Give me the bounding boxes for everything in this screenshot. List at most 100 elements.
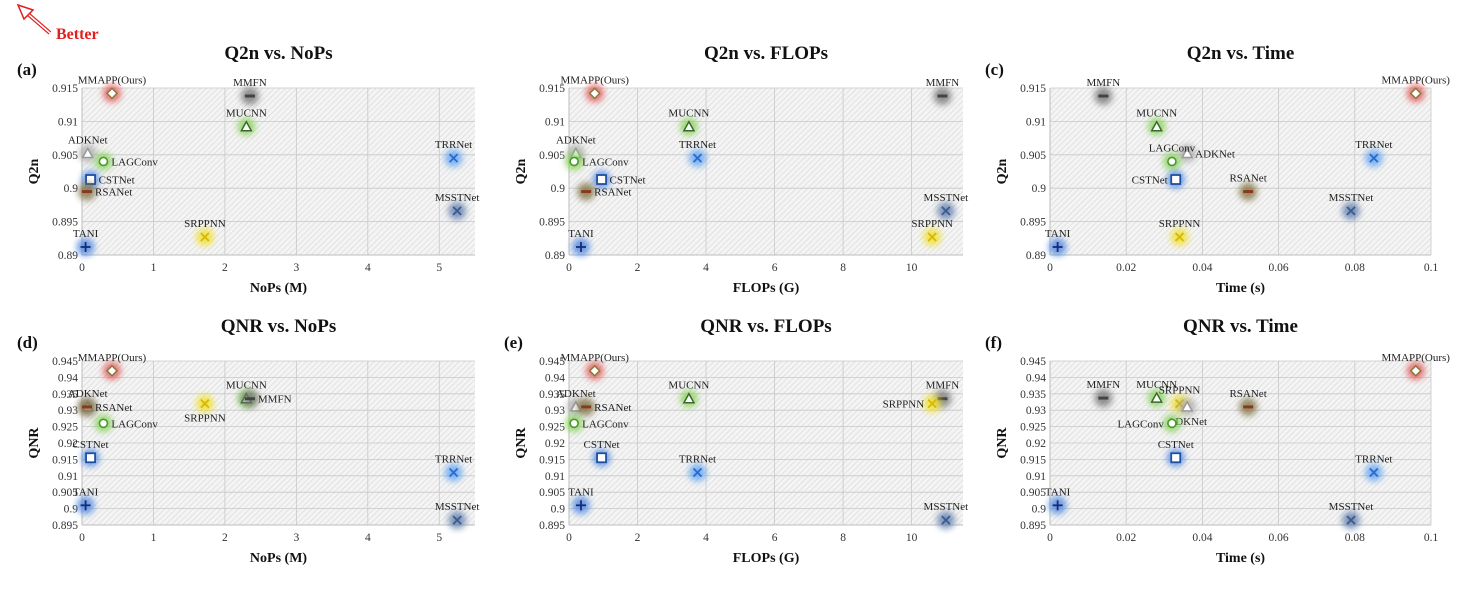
y-tick-label: 0.94 [1026, 372, 1046, 384]
data-point: TRRNet [435, 139, 472, 168]
y-tick-label: 0.945 [1020, 356, 1046, 368]
point-label: LAGConv [1149, 142, 1196, 154]
point-label: MMFN [926, 380, 960, 392]
y-tick-label: 0.905 [1020, 487, 1046, 499]
point-label: RSANet [1229, 173, 1266, 185]
x-tick-label: 0.06 [1269, 532, 1289, 544]
y-tick-label: 0.895 [1020, 520, 1046, 532]
point-label: MSSTNet [924, 501, 969, 513]
y-tick-label: 0.905 [539, 150, 565, 162]
y-tick-label: 0.925 [1020, 422, 1046, 434]
x-tick-label: 10 [906, 532, 918, 544]
x-tick-label: 0.02 [1116, 532, 1136, 544]
point-label: SRPPNN [184, 413, 226, 425]
data-point: MMFN [926, 77, 959, 106]
chart-title: Q2n vs. Time [1187, 43, 1295, 64]
y-tick-label: 0.915 [1020, 83, 1046, 95]
data-point: MMAPP(Ours) [1382, 352, 1450, 380]
y-tick-label: 0.92 [545, 438, 565, 450]
chart-title: Q2n vs. NoPs [224, 43, 332, 64]
x-tick-label: 8 [840, 532, 846, 544]
point-label: LAGConv [582, 418, 629, 430]
data-point: LAGConv [94, 414, 158, 433]
data-point: LAGConv [565, 414, 629, 433]
x-tick-label: 0 [1047, 262, 1053, 274]
x-tick-label: 0.04 [1192, 262, 1212, 274]
point-label: MSSTNet [1329, 501, 1374, 513]
data-point: MMAPP(Ours) [1382, 74, 1451, 103]
y-tick-label: 0.895 [539, 217, 565, 229]
y-tick-label: 0.91 [58, 116, 78, 128]
x-axis-label: Time (s) [1216, 551, 1265, 566]
y-tick-label: 0.905 [52, 150, 78, 162]
data-point: MSSTNet [435, 192, 479, 220]
x-tick-label: 2 [222, 262, 228, 274]
point-label: TANI [1045, 228, 1071, 240]
y-tick-label: 0.915 [539, 454, 565, 466]
point-label: MMAPP(Ours) [1382, 74, 1451, 86]
data-point: TRRNet [679, 139, 716, 168]
point-label: TANI [568, 228, 594, 240]
data-point: RSANet [577, 397, 631, 416]
point-label: TRRNet [679, 139, 716, 151]
x-axis-label: NoPs (M) [250, 551, 307, 566]
y-tick-label: 0.9 [64, 504, 79, 516]
plot-area [1050, 88, 1431, 255]
y-tick-label: 0.935 [52, 389, 78, 401]
x-tick-label: 4 [703, 532, 709, 544]
y-tick-label: 0.89 [58, 250, 78, 262]
chart-panel: 0.89 0.895 0.9 0.905 0.91 0.915 0 0.02 0.04 0.06 0… [985, 43, 1450, 296]
chart-panel: 0.89 0.895 0.9 0.905 0.91 0.915 0 2 4 6 8 10 Q2n vs.… [514, 43, 968, 296]
chart-title: QNR vs. FLOPs [700, 316, 831, 337]
point-label: MUCNN [1136, 108, 1177, 120]
data-point: TANI [1045, 228, 1071, 256]
x-tick-label: 0 [79, 262, 85, 274]
point-label: LAGConv [1117, 418, 1164, 430]
chart-title: QNR vs. NoPs [221, 316, 337, 337]
data-point: RSANet [78, 397, 132, 416]
y-tick-label: 0.93 [545, 405, 565, 417]
data-point: LAGConv [1149, 142, 1196, 171]
y-tick-label: 0.895 [1020, 217, 1046, 229]
y-tick-label: 0.89 [545, 250, 565, 262]
x-tick-label: 0 [566, 262, 572, 274]
data-point: MMAPP(Ours) [78, 74, 147, 103]
data-point: SRPPNN [184, 218, 226, 246]
x-tick-label: 4 [365, 262, 371, 274]
y-tick-label: 0.94 [545, 372, 565, 384]
data-point: MSSTNet [924, 192, 968, 220]
point-label: MSSTNet [435, 501, 480, 513]
better-arrow-icon [16, 3, 52, 35]
y-tick-label: 0.905 [539, 487, 565, 499]
point-label: TANI [1045, 486, 1071, 498]
panel-label: (e) [504, 333, 523, 352]
data-point: MUCNN [226, 108, 267, 136]
point-label: SRPPNN [1159, 385, 1201, 397]
point-label: TRRNet [679, 454, 716, 466]
data-point: CSTNet [73, 439, 109, 467]
data-point: CSTNet [584, 439, 620, 467]
y-tick-label: 0.9 [1032, 183, 1047, 195]
y-tick-label: 0.92 [1026, 438, 1046, 450]
x-tick-label: 0 [1047, 532, 1053, 544]
x-tick-label: 4 [365, 532, 371, 544]
data-point: MSSTNet [924, 501, 969, 530]
point-label: MUCNN [226, 108, 267, 120]
plot-area [82, 88, 475, 255]
data-point: SRPPNN [911, 218, 953, 246]
point-label: RSANet [1229, 388, 1266, 400]
x-tick-label: 1 [151, 532, 157, 544]
point-label: CSTNet [610, 175, 646, 187]
x-tick-label: 0.1 [1424, 532, 1439, 544]
point-label: ADKNet [556, 388, 596, 400]
data-point: TANI [1045, 486, 1071, 515]
point-label: MMAPP(Ours) [78, 352, 147, 364]
y-tick-label: 0.915 [1020, 454, 1046, 466]
point-label: MMAPP(Ours) [560, 352, 629, 364]
y-tick-label: 0.9 [551, 504, 566, 516]
data-point: MMFN [233, 77, 267, 106]
x-tick-label: 5 [436, 532, 442, 544]
y-axis-label: QNR [995, 427, 1010, 459]
y-tick-label: 0.945 [52, 356, 78, 368]
